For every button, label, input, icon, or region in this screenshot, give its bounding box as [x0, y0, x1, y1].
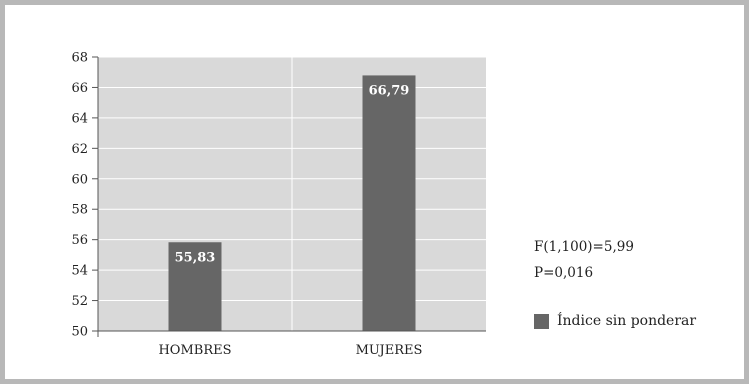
data-label: 66,79 [369, 83, 410, 98]
bar-mujeres [362, 75, 416, 332]
x-category-label: HOMBRES [158, 343, 231, 358]
y-tick-label: 52 [71, 294, 88, 309]
y-tick-label: 64 [71, 111, 88, 126]
f-statistic: F(1,100)=5,99 [534, 239, 634, 255]
y-tick-label: 62 [71, 142, 88, 157]
y-tick-label: 68 [71, 51, 88, 66]
legend: Índice sin ponderar [534, 313, 696, 329]
legend-swatch [534, 313, 549, 329]
p-value: P=0,016 [534, 265, 594, 281]
bar-hombres [168, 242, 222, 331]
y-tick-label: 66 [71, 81, 88, 96]
y-tick-label: 56 [71, 233, 88, 248]
y-tick-label: 58 [71, 203, 88, 218]
y-tick-label: 54 [71, 264, 88, 279]
x-category-label: MUJERES [356, 343, 423, 358]
data-label: 55,83 [175, 250, 216, 265]
y-tick-label: 50 [71, 325, 88, 340]
legend-label: Índice sin ponderar [557, 313, 697, 329]
y-tick-label: 60 [71, 172, 88, 187]
